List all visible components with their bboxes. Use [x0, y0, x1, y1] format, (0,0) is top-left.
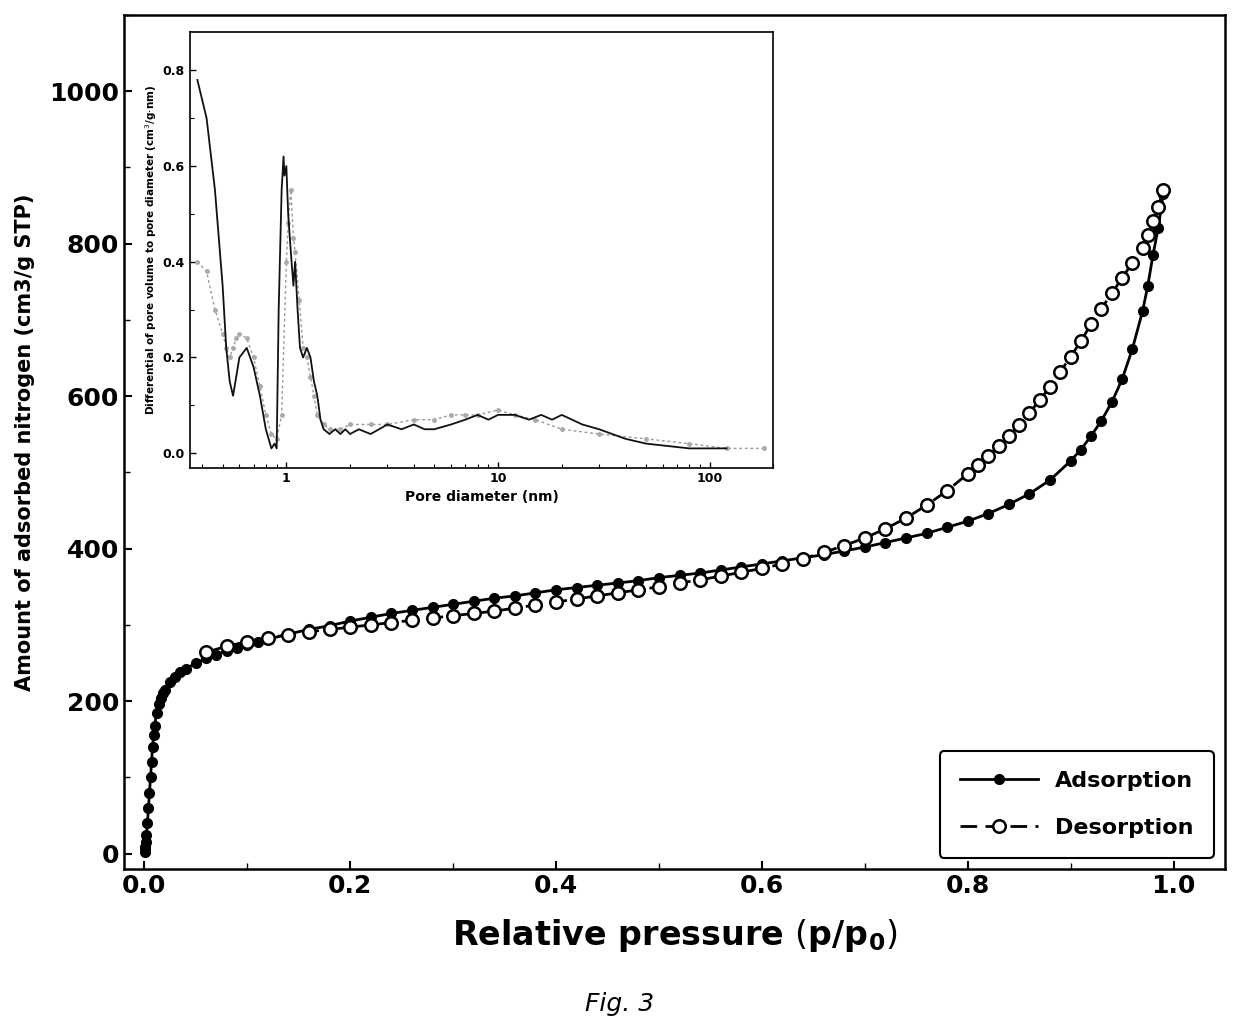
- Line: Adsorption: Adsorption: [140, 190, 1168, 857]
- Legend: Adsorption, Desorption: Adsorption, Desorption: [940, 751, 1214, 858]
- Line: Desorption: Desorption: [200, 185, 1169, 659]
- X-axis label: Relative pressure $\left(\mathbf{p/p_0}\right)$: Relative pressure $\left(\mathbf{p/p_0}\…: [451, 918, 898, 954]
- Adsorption: [384, 607, 399, 620]
- Desorption: [775, 558, 790, 570]
- Adsorption: [631, 574, 646, 587]
- Desorption: [198, 646, 213, 659]
- Adsorption: [138, 845, 153, 858]
- Adsorption: [1084, 430, 1099, 442]
- Desorption: [1115, 272, 1130, 285]
- Desorption: [1146, 214, 1161, 227]
- Adsorption: [1156, 188, 1171, 200]
- Desorption: [1022, 407, 1037, 420]
- Desorption: [1156, 185, 1171, 197]
- Adsorption: [651, 571, 666, 584]
- Adsorption: [775, 555, 790, 567]
- Y-axis label: Amount of adsorbed nitrogen (cm3/g STP): Amount of adsorbed nitrogen (cm3/g STP): [15, 193, 35, 691]
- Desorption: [528, 599, 543, 611]
- Adsorption: [713, 564, 728, 576]
- Desorption: [1084, 318, 1099, 330]
- Text: Fig. 3: Fig. 3: [585, 992, 655, 1016]
